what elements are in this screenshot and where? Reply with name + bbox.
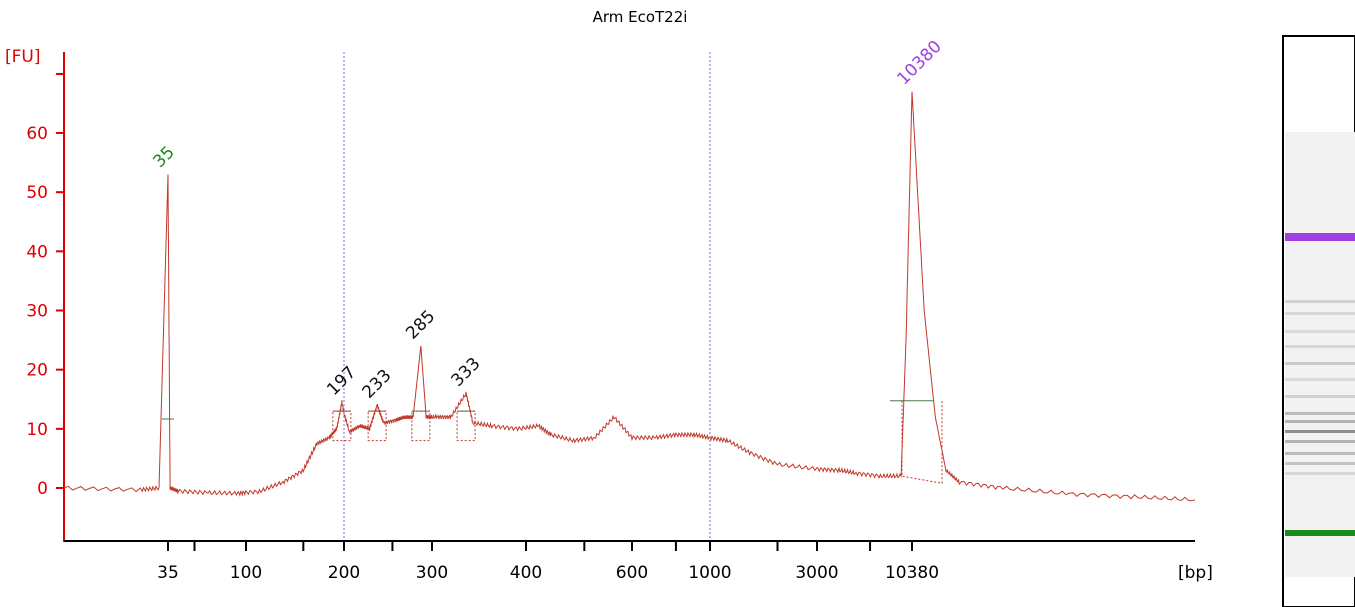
peak-integration-box — [367, 410, 387, 442]
baseline-markers — [162, 400, 943, 484]
x-tick-label: 10380 — [885, 563, 939, 583]
x-tick-label: 3000 — [795, 563, 838, 583]
peak-label: 333 — [447, 354, 484, 391]
gel-band — [1285, 362, 1355, 365]
gel-band — [1285, 472, 1355, 475]
gel-upper-marker-band — [1285, 233, 1355, 241]
gel-lane — [1285, 132, 1355, 577]
y-tick-label: 0 — [37, 479, 48, 499]
y-axis: [FU] 0 10 20 30 40 50 60 — [5, 47, 65, 542]
y-tick-label: 30 — [26, 302, 48, 322]
x-tick-label: 100 — [230, 563, 262, 583]
y-axis-label: [FU] — [5, 47, 41, 67]
peak-label: 35 — [149, 143, 178, 172]
gel-lower-marker-band — [1285, 530, 1355, 536]
gel-band — [1285, 395, 1355, 398]
peak-integration-box — [332, 410, 352, 442]
chart-title: Arm EcoT22i — [593, 8, 688, 26]
gel-band — [1285, 420, 1355, 423]
gel-band — [1285, 378, 1355, 381]
gel-band — [1285, 345, 1355, 348]
gel-band — [1285, 312, 1355, 315]
y-tick-label: 40 — [26, 242, 48, 262]
reference-lines — [343, 52, 711, 541]
x-tick-label: 600 — [616, 563, 648, 583]
x-tick-label: 400 — [510, 563, 542, 583]
gel-band — [1285, 430, 1355, 433]
gel-band — [1285, 300, 1355, 303]
peak-label: 233 — [359, 366, 396, 403]
x-axis: [bp] 35 100 200 300 400 600 1000 3000 10380 — [64, 540, 1213, 583]
y-tick-label: 10 — [26, 420, 48, 440]
gel-band — [1285, 440, 1355, 443]
series-line — [63, 91, 1196, 502]
peak-integration-box — [411, 410, 431, 442]
gel-band — [1285, 412, 1355, 415]
y-tick-label: 20 — [26, 361, 48, 381]
peak-integration-box — [901, 400, 943, 484]
x-tick-label: 300 — [416, 563, 448, 583]
x-tick-label: 200 — [328, 563, 360, 583]
peak-label: 10380 — [893, 37, 945, 89]
x-axis-label: [bp] — [1178, 563, 1213, 583]
data-series — [63, 91, 1196, 502]
y-tick-label: 50 — [26, 183, 48, 203]
gel-faint-bands — [1285, 300, 1355, 475]
x-tick-label: 1000 — [688, 563, 731, 583]
peak-integration-box — [456, 410, 476, 442]
gel-band — [1285, 452, 1355, 455]
peak-label: 285 — [402, 306, 439, 343]
gel-band — [1285, 462, 1355, 465]
peak-label: 197 — [323, 363, 360, 400]
x-tick-label: 35 — [157, 563, 179, 583]
gel-band — [1285, 330, 1355, 333]
gel-image — [1282, 35, 1355, 607]
y-tick-label: 60 — [26, 124, 48, 144]
